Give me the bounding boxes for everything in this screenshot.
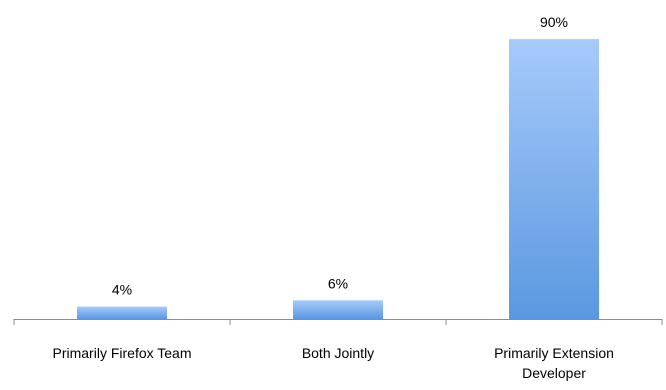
- bar-2: [293, 300, 383, 319]
- x-tick-label-1: Primarily Firefox Team: [53, 345, 192, 361]
- data-label-3: 90%: [540, 14, 568, 30]
- bar-1: [77, 306, 167, 319]
- x-axis: [13, 319, 663, 325]
- bars-layer: [77, 39, 599, 319]
- x-tick-labels-layer: Primarily Firefox Team Both Jointly Primar…: [53, 345, 614, 381]
- data-label-1: 4%: [112, 282, 132, 298]
- data-label-2: 6%: [328, 275, 348, 291]
- x-tick-label-3: Primarily Extension Developer: [494, 345, 614, 381]
- x-tick-label-2: Both Jointly: [302, 345, 374, 361]
- bar-3: [509, 39, 599, 319]
- data-labels-layer: 4% 6% 90%: [112, 14, 568, 298]
